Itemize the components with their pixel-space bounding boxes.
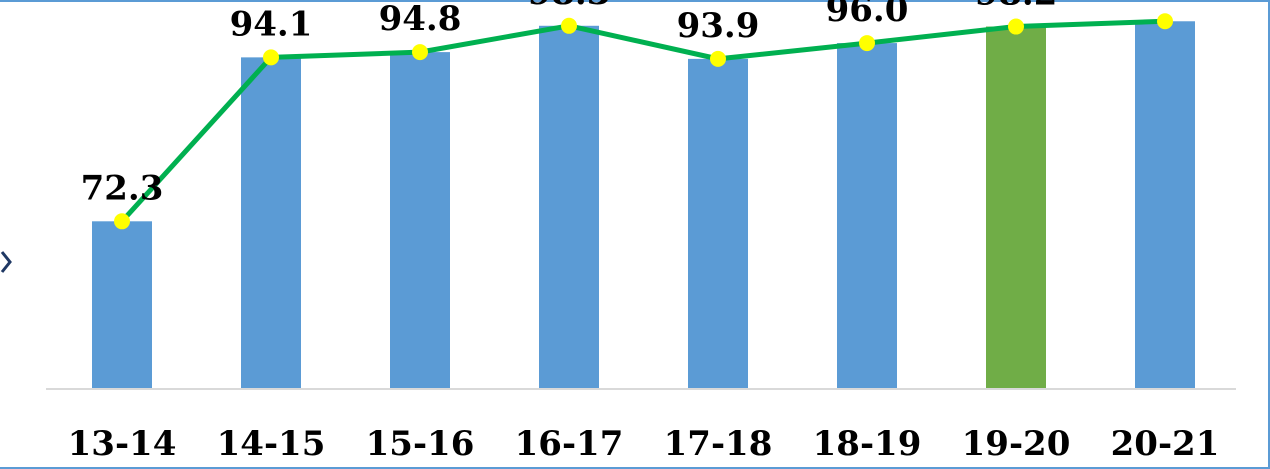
marker-18-19: [859, 35, 875, 52]
marker-series: [114, 13, 1173, 230]
value-label-14-15: 94.1: [230, 4, 313, 44]
value-label-18-19: 96.0: [826, 0, 909, 30]
value-label-16-17: 98.3: [528, 0, 611, 13]
bar-14-15: [241, 57, 301, 389]
category-label-13-14: 13-14: [68, 424, 177, 464]
trend-line: [120, 18, 1166, 223]
marker-13-14: [114, 213, 130, 230]
value-label-13-14: 72.3: [81, 168, 164, 208]
value-labels: 72.3 94.1 94.8 98.3 93.9 96.0 98.2 98.9: [81, 0, 1207, 208]
marker-16-17: [561, 17, 577, 34]
bar-series: [92, 21, 1195, 390]
category-labels: 13-14 14-15 15-16 16-17 17-18 18-19 19-20 20-21: [68, 424, 1220, 464]
category-label-19-20: 19-20: [962, 424, 1071, 464]
value-label-20-21: 98.9: [1124, 0, 1207, 8]
category-label-15-16: 15-16: [366, 424, 475, 464]
category-label-17-18: 17-18: [664, 424, 773, 464]
value-label-17-18: 93.9: [677, 6, 760, 46]
value-label-19-20: 98.2: [975, 0, 1058, 14]
category-label-14-15: 14-15: [217, 424, 326, 464]
marker-19-20: [1008, 18, 1024, 35]
category-label-16-17: 16-17: [515, 424, 624, 464]
bar-19-20: [986, 26, 1046, 389]
marker-14-15: [263, 49, 279, 66]
bar-15-16: [390, 52, 450, 389]
bar-16-17: [539, 25, 599, 390]
bar-20-21: [1135, 21, 1195, 389]
chevron-right-icon: [0, 251, 12, 273]
bar-18-19: [837, 43, 897, 390]
marker-15-16: [412, 44, 428, 61]
category-label-18-19: 18-19: [813, 424, 922, 464]
value-label-15-16: 94.8: [379, 0, 462, 39]
bar-17-18: [688, 58, 748, 389]
marker-17-18: [710, 50, 726, 67]
marker-20-21: [1157, 13, 1173, 30]
category-label-20-21: 20-21: [1111, 424, 1220, 464]
bar-13-14: [92, 221, 152, 389]
